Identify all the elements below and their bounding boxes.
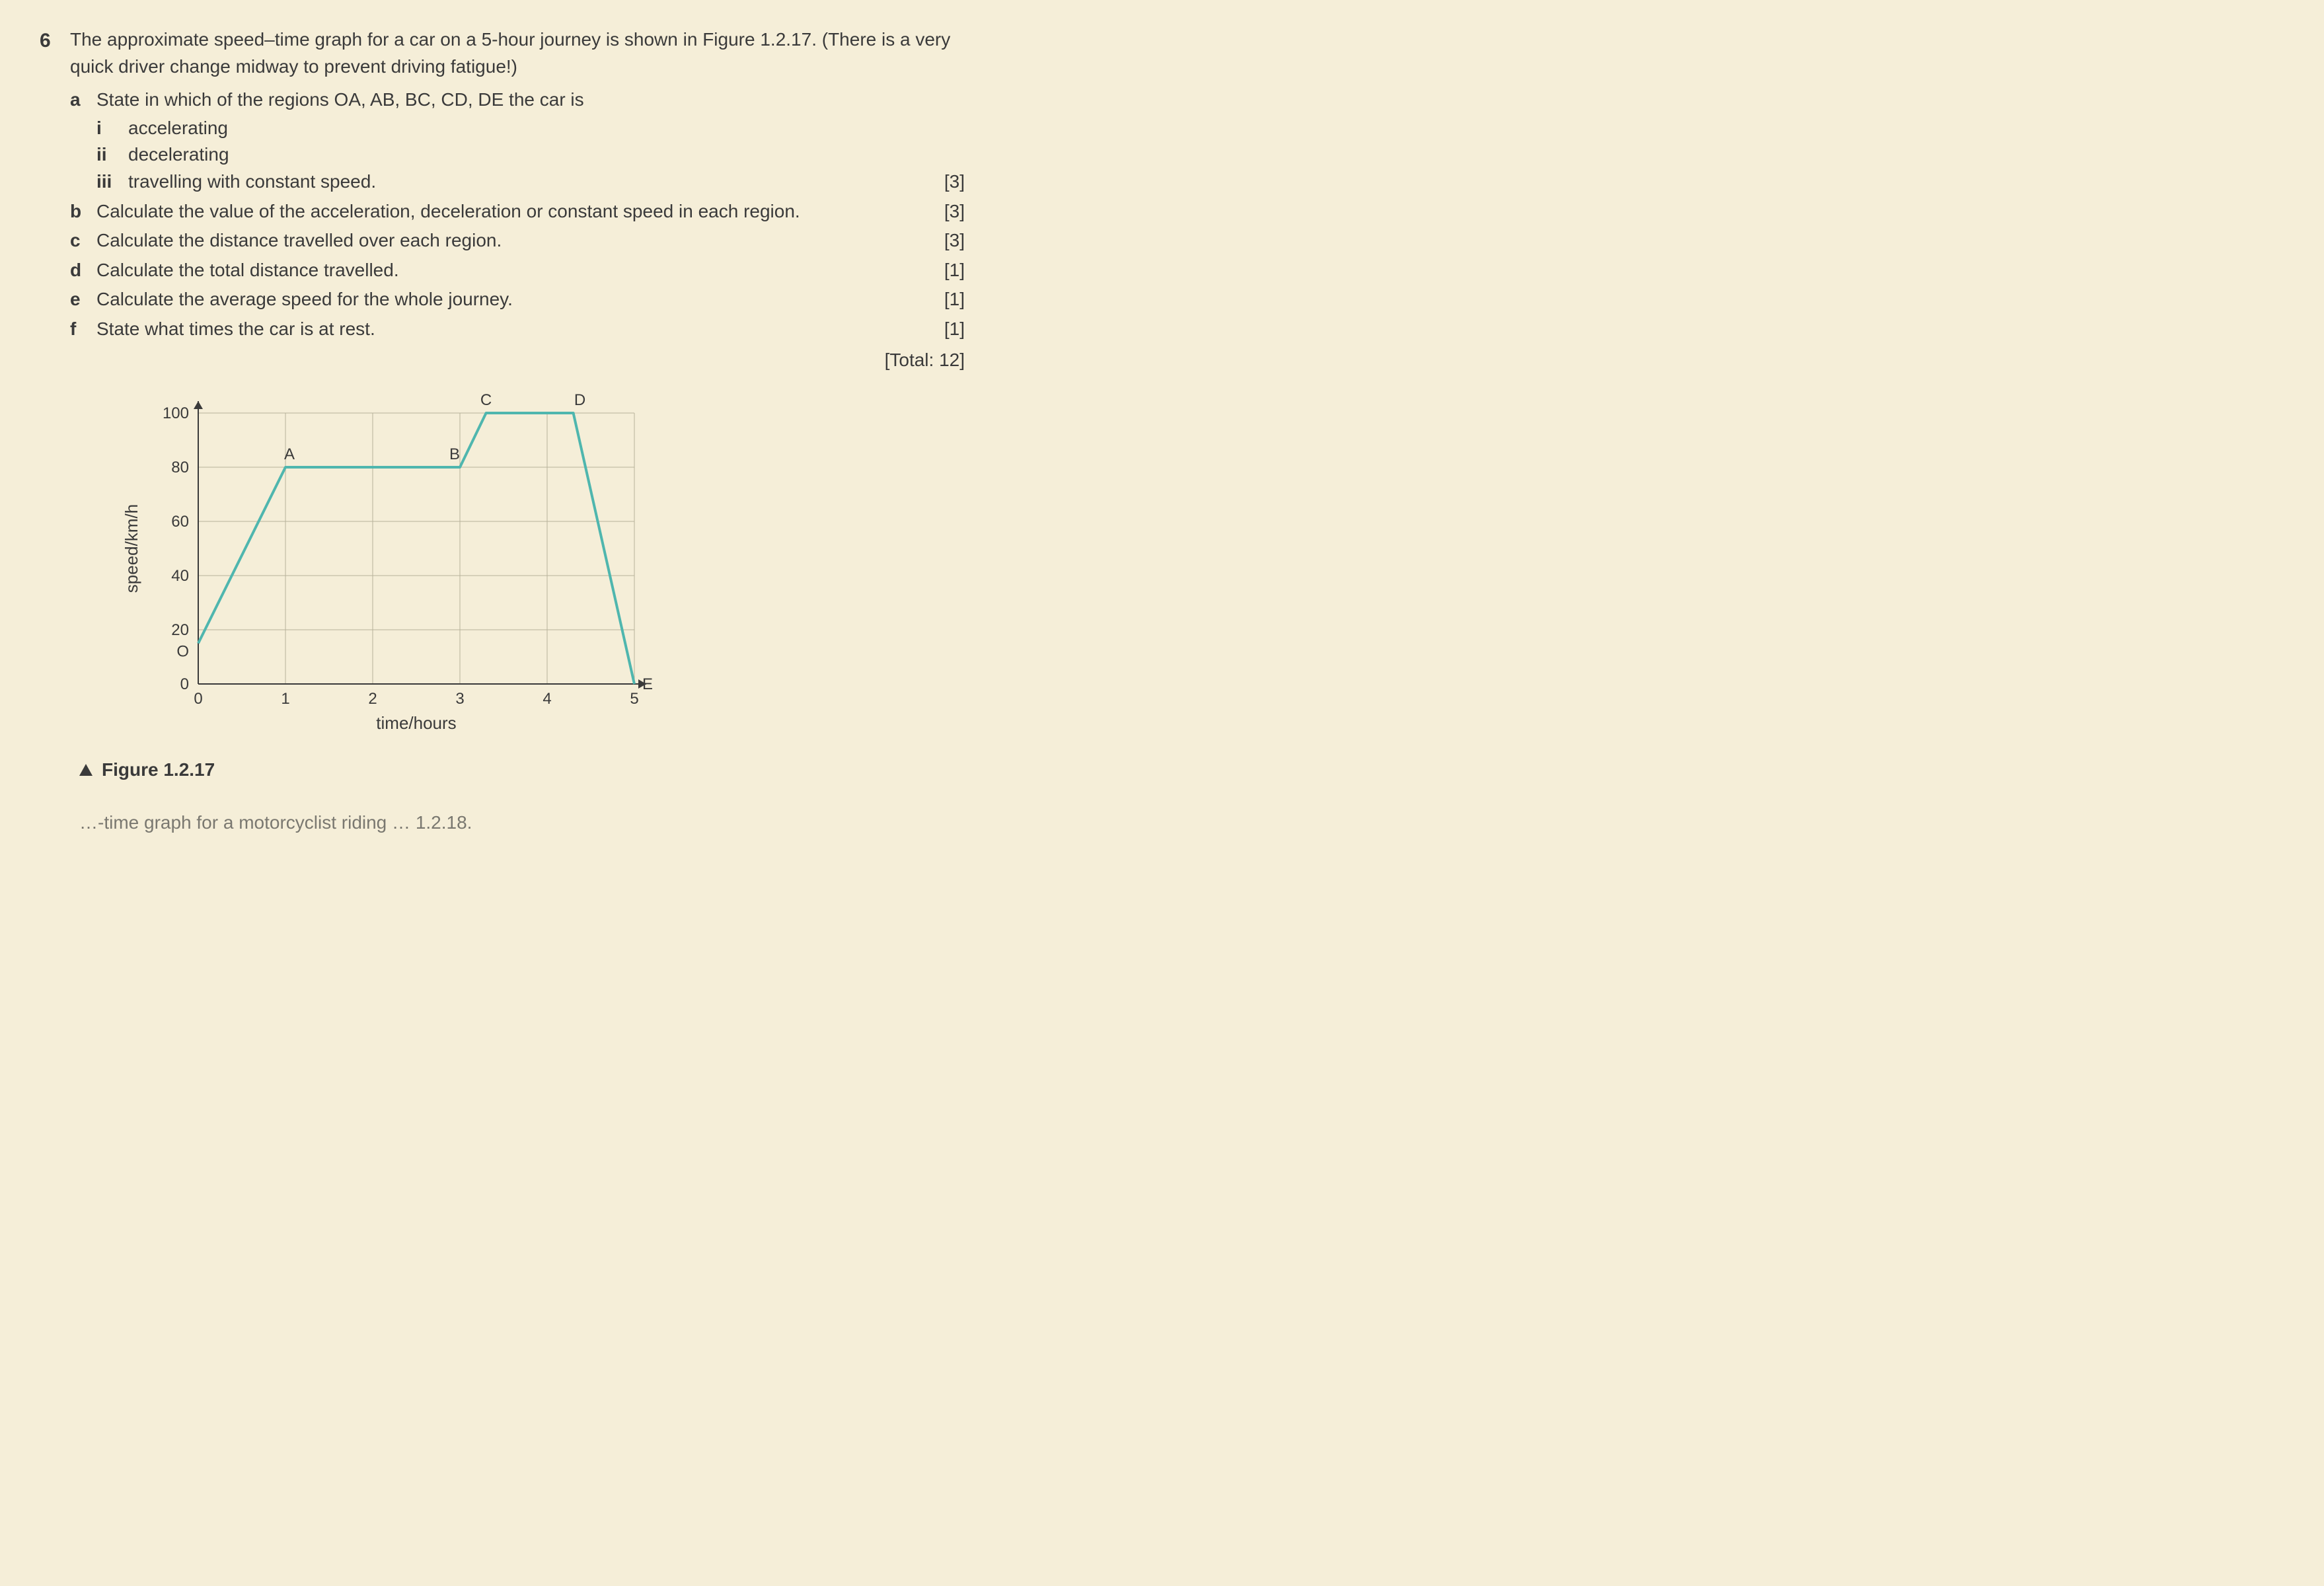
part-marks: [3] [944, 198, 965, 225]
svg-text:100: 100 [163, 404, 189, 422]
part-letter: f [70, 316, 87, 343]
subpart-roman: i [96, 115, 119, 142]
part-marks: [3] [944, 227, 965, 254]
svg-text:D: D [574, 393, 585, 409]
subpart: iii travelling with constant speed.[3] [96, 169, 965, 196]
part-letter: c [70, 227, 87, 254]
subpart-text: travelling with constant speed. [128, 169, 965, 196]
question-part: d [1]Calculate the total distance travell… [70, 257, 965, 284]
svg-text:A: A [284, 445, 295, 463]
svg-text:60: 60 [171, 513, 189, 531]
svg-text:2: 2 [368, 690, 377, 708]
part-letter: a [70, 87, 87, 195]
svg-text:speed/km/h: speed/km/h [122, 504, 141, 593]
svg-text:20: 20 [171, 621, 189, 639]
question-part: c [3]Calculate the distance travelled ove… [70, 227, 965, 254]
question-parts: a State in which of the regions OA, AB, B… [70, 87, 965, 342]
subpart-roman: iii [96, 169, 119, 196]
part-body: Calculate the value of the acceleration,… [96, 198, 965, 225]
part-letter: d [70, 257, 87, 284]
subpart: i accelerating [96, 115, 965, 142]
part-letter: e [70, 286, 87, 313]
svg-text:C: C [480, 393, 492, 409]
figure-caption: Figure 1.2.17 [102, 757, 215, 784]
svg-text:40: 40 [171, 567, 189, 585]
total-marks: [Total: 12] [70, 347, 965, 374]
part-text: Calculate the total distance travelled. [96, 257, 965, 284]
svg-text:O: O [176, 643, 189, 661]
speed-time-chart: 0 1 2 3 4 5 0 20 40 60 80 100 time/hours speed/km/h O A… [119, 393, 661, 745]
svg-text:time/hours: time/hours [376, 713, 456, 733]
part-marks: [1] [944, 316, 965, 343]
question-block: 6 The approximate speed–time graph for a… [40, 26, 965, 837]
question-part: b [3]Calculate the value of the accelerat… [70, 198, 965, 225]
question-header: 6 The approximate speed–time graph for a… [40, 26, 965, 80]
part-body: Calculate the total distance travelled. [96, 257, 965, 284]
part-marks: [1] [944, 286, 965, 313]
part-body: Calculate the distance travelled over ea… [96, 227, 965, 254]
part-marks: [1] [944, 257, 965, 284]
question-number: 6 [40, 26, 58, 80]
subpart-roman: ii [96, 141, 119, 169]
part-text: Calculate the value of the acceleration,… [96, 198, 965, 225]
part-text: Calculate the average speed for the whol… [96, 286, 965, 313]
question-part: e [1]Calculate the average speed for the … [70, 286, 965, 313]
subpart-text: accelerating [128, 115, 965, 142]
footer-text: …-time graph for a motorcyclist riding …… [79, 810, 965, 837]
subpart: ii decelerating [96, 141, 965, 169]
triangle-marker-icon [79, 764, 93, 776]
svg-text:0: 0 [180, 675, 189, 693]
subpart-marks: [3] [944, 169, 965, 196]
part-text: Calculate the distance travelled over ea… [96, 227, 965, 254]
svg-text:B: B [449, 445, 460, 463]
svg-text:3: 3 [455, 690, 464, 708]
part-body: Calculate the average speed for the whol… [96, 286, 965, 313]
svg-text:0: 0 [194, 690, 202, 708]
svg-text:80: 80 [171, 459, 189, 476]
question-intro: The approximate speed–time graph for a c… [70, 26, 965, 80]
svg-text:4: 4 [543, 690, 551, 708]
part-body: State in which of the regions OA, AB, BC… [96, 87, 965, 195]
subparts: i accelerating ii decelerating iii travelling… [96, 115, 965, 196]
question-part: a State in which of the regions OA, AB, B… [70, 87, 965, 195]
part-body: State what times the car is at rest. [96, 316, 965, 343]
question-part: f [1]State what times the car is at rest. [70, 316, 965, 343]
part-text: State what times the car is at rest. [96, 316, 965, 343]
subpart-text: decelerating [128, 141, 965, 169]
svg-text:5: 5 [630, 690, 638, 708]
svg-text:1: 1 [281, 690, 289, 708]
part-letter: b [70, 198, 87, 225]
part-text: State in which of the regions OA, AB, BC… [96, 87, 965, 114]
figure-caption-row: Figure 1.2.17 [79, 757, 965, 784]
svg-text:E: E [642, 675, 653, 693]
